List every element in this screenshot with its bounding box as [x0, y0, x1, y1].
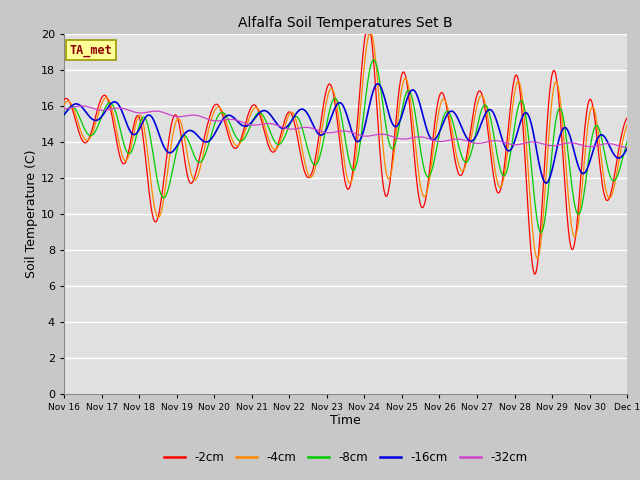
- X-axis label: Time: Time: [330, 414, 361, 427]
- Y-axis label: Soil Temperature (C): Soil Temperature (C): [25, 149, 38, 278]
- Title: Alfalfa Soil Temperatures Set B: Alfalfa Soil Temperatures Set B: [238, 16, 453, 30]
- Legend: -2cm, -4cm, -8cm, -16cm, -32cm: -2cm, -4cm, -8cm, -16cm, -32cm: [159, 446, 532, 469]
- Text: TA_met: TA_met: [70, 44, 113, 57]
